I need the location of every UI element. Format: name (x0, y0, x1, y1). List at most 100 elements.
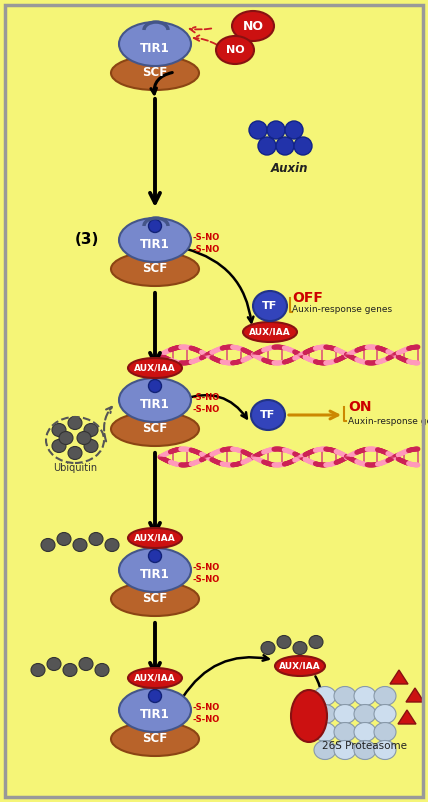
Ellipse shape (334, 704, 356, 723)
Text: TIR1: TIR1 (140, 237, 170, 250)
Text: Auxin: Auxin (271, 161, 309, 175)
Ellipse shape (128, 358, 182, 378)
Ellipse shape (334, 687, 356, 706)
Polygon shape (406, 688, 424, 702)
Ellipse shape (149, 220, 161, 233)
Ellipse shape (111, 722, 199, 756)
Text: -S-NO: -S-NO (193, 245, 220, 254)
Ellipse shape (293, 642, 307, 654)
Text: SCF: SCF (143, 593, 168, 606)
Ellipse shape (111, 412, 199, 446)
Ellipse shape (31, 663, 45, 677)
Ellipse shape (334, 740, 356, 759)
Ellipse shape (68, 416, 82, 430)
Ellipse shape (243, 322, 297, 342)
Text: -S-NO: -S-NO (193, 394, 220, 403)
Polygon shape (398, 710, 416, 724)
Text: AUX/IAA: AUX/IAA (134, 363, 176, 372)
Ellipse shape (314, 723, 336, 742)
Ellipse shape (334, 723, 356, 742)
Ellipse shape (261, 642, 275, 654)
Text: Ubiquitin: Ubiquitin (53, 463, 97, 473)
Ellipse shape (309, 635, 323, 649)
Ellipse shape (276, 137, 294, 155)
Ellipse shape (253, 291, 287, 321)
Ellipse shape (59, 431, 73, 444)
Text: -S-NO: -S-NO (193, 703, 220, 712)
Ellipse shape (285, 121, 303, 139)
Ellipse shape (314, 704, 336, 723)
Ellipse shape (57, 533, 71, 545)
Text: TIR1: TIR1 (140, 568, 170, 581)
Ellipse shape (267, 121, 285, 139)
Text: TIR1: TIR1 (140, 398, 170, 411)
Ellipse shape (232, 11, 274, 41)
Text: AUX/IAA: AUX/IAA (134, 533, 176, 542)
Polygon shape (390, 670, 408, 684)
Text: SCF: SCF (143, 262, 168, 276)
Text: NO: NO (243, 19, 264, 33)
Ellipse shape (105, 538, 119, 552)
Ellipse shape (119, 548, 191, 592)
Ellipse shape (52, 439, 66, 452)
Ellipse shape (73, 538, 87, 552)
Text: Auxin-response genes: Auxin-response genes (348, 416, 428, 426)
Ellipse shape (111, 56, 199, 90)
Ellipse shape (119, 22, 191, 66)
Ellipse shape (374, 723, 396, 742)
Ellipse shape (84, 423, 98, 436)
Ellipse shape (314, 740, 336, 759)
Ellipse shape (41, 538, 55, 552)
Ellipse shape (111, 252, 199, 286)
Ellipse shape (314, 687, 336, 706)
Ellipse shape (119, 218, 191, 262)
Text: 26S Proteasome: 26S Proteasome (323, 741, 407, 751)
Ellipse shape (251, 400, 285, 430)
Text: SCF: SCF (143, 732, 168, 746)
Text: -S-NO: -S-NO (193, 406, 220, 415)
Ellipse shape (68, 447, 82, 460)
Ellipse shape (79, 658, 93, 670)
Text: OFF: OFF (292, 291, 323, 305)
Ellipse shape (374, 704, 396, 723)
Ellipse shape (128, 528, 182, 548)
Ellipse shape (258, 137, 276, 155)
Ellipse shape (119, 688, 191, 732)
Ellipse shape (275, 656, 325, 676)
Text: -S-NO: -S-NO (193, 576, 220, 585)
Text: TF: TF (262, 301, 278, 311)
Ellipse shape (111, 582, 199, 616)
Text: -S-NO: -S-NO (193, 233, 220, 242)
Text: TIR1: TIR1 (140, 707, 170, 720)
Ellipse shape (291, 690, 327, 742)
Ellipse shape (95, 663, 109, 677)
Ellipse shape (216, 36, 254, 64)
Ellipse shape (354, 723, 376, 742)
Text: Auxin-response genes: Auxin-response genes (292, 306, 392, 314)
Text: (3): (3) (75, 233, 99, 248)
Text: AUX/IAA: AUX/IAA (279, 662, 321, 670)
Text: TIR1: TIR1 (140, 42, 170, 55)
Ellipse shape (277, 635, 291, 649)
Ellipse shape (294, 137, 312, 155)
Ellipse shape (374, 687, 396, 706)
Ellipse shape (63, 663, 77, 677)
Ellipse shape (47, 658, 61, 670)
Text: NO: NO (226, 45, 244, 55)
Ellipse shape (149, 379, 161, 392)
Text: SCF: SCF (143, 67, 168, 79)
Ellipse shape (84, 439, 98, 452)
Text: AUX/IAA: AUX/IAA (134, 674, 176, 683)
Ellipse shape (77, 431, 91, 444)
Ellipse shape (354, 687, 376, 706)
Ellipse shape (374, 740, 396, 759)
Text: ON: ON (348, 400, 372, 414)
Text: AUX/IAA: AUX/IAA (249, 327, 291, 337)
Ellipse shape (354, 740, 376, 759)
Text: SCF: SCF (143, 423, 168, 435)
Text: -S-NO: -S-NO (193, 715, 220, 724)
Ellipse shape (128, 668, 182, 688)
Ellipse shape (149, 690, 161, 703)
Ellipse shape (149, 549, 161, 562)
Text: TF: TF (260, 410, 276, 420)
